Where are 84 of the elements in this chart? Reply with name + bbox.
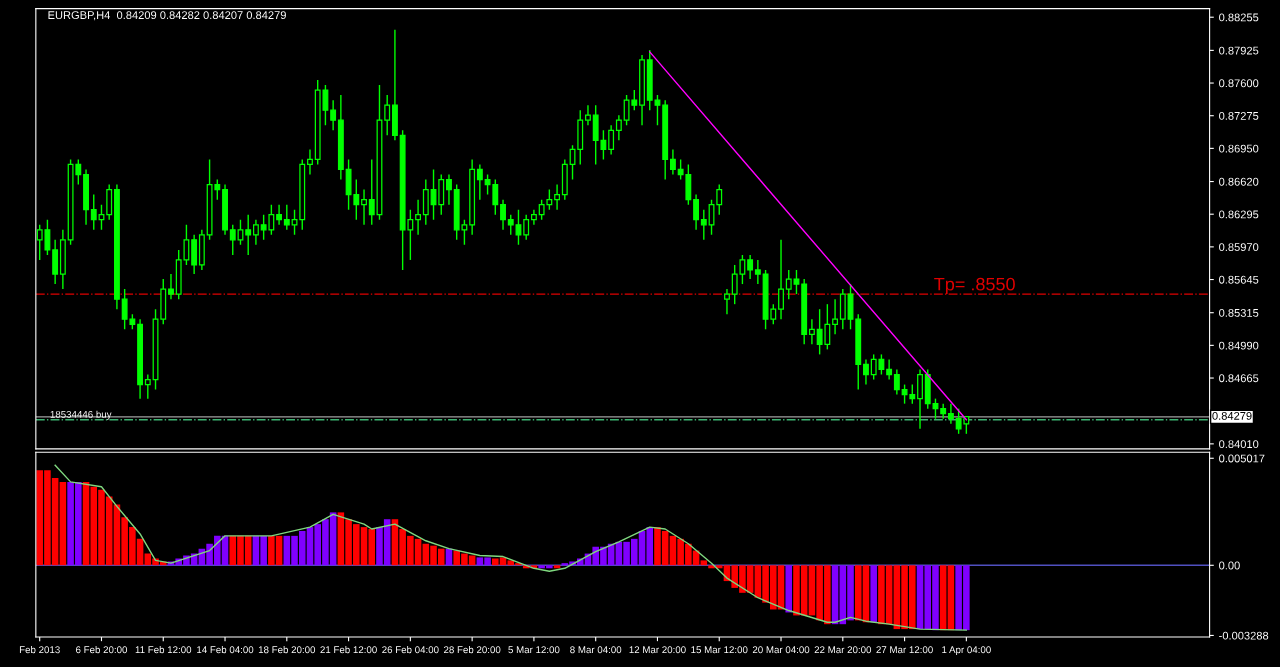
candlestick — [832, 298, 839, 336]
y-tick-label: 0.84665 — [1219, 374, 1259, 383]
y-tick-label: 0.84010 — [1219, 440, 1259, 448]
chart-title: EURGBP,H4 0.84209 0.84282 0.84207 0.84279 — [48, 11, 286, 21]
candlestick — [307, 148, 313, 176]
bar — [785, 565, 793, 613]
candlestick — [693, 193, 700, 231]
ref-line-label: 18534446 buy — [50, 410, 112, 420]
y-tick-label: -0.003288 — [1219, 631, 1269, 640]
y-tick-label: 0.85315 — [1219, 308, 1259, 317]
bar — [870, 565, 877, 623]
bar — [700, 560, 708, 566]
candlestick — [893, 368, 900, 396]
x-tick-label: 27 Mar 12:00 — [876, 646, 933, 654]
x-tick-label: 28 Feb 20:00 — [443, 646, 501, 654]
candlestick — [500, 198, 506, 231]
x-tick-label: 6 Feb 20:00 — [76, 646, 128, 654]
y-tick-label: 0.87600 — [1219, 79, 1259, 88]
candlestick — [886, 358, 893, 381]
candlestick — [476, 163, 483, 201]
y-tick-label: 0.85970 — [1219, 243, 1259, 252]
x-tick-label: 1 Apr 04:00 — [942, 646, 991, 656]
x-tick-label: 8 Mar 04:00 — [570, 646, 622, 654]
candlestick — [90, 193, 97, 231]
ref-line-label: 0.84279 — [1212, 411, 1252, 420]
y-tick-label: 0.85645 — [1219, 275, 1259, 284]
candlestick — [245, 214, 252, 256]
candlestick — [585, 104, 591, 126]
candlestick — [229, 224, 236, 256]
x-tick-label: 22 Mar 20:00 — [814, 646, 872, 654]
y-tick-label: 0.005017 — [1219, 454, 1265, 463]
ref-line-label: Tp= .8550 — [934, 277, 1015, 295]
candlestick — [252, 219, 259, 246]
candlestick — [724, 288, 730, 315]
candlestick — [361, 188, 367, 226]
x-tick-label: Feb 2013 — [19, 646, 60, 654]
x-tick-label: 12 Mar 20:00 — [629, 646, 686, 654]
x-tick-label: 11 Feb 12:00 — [135, 646, 192, 654]
x-tick-label: 15 Mar 12:00 — [691, 646, 748, 654]
candlestick — [615, 114, 622, 142]
candlestick — [716, 183, 723, 216]
candlestick — [808, 318, 815, 346]
candlestick — [507, 214, 514, 236]
bar — [59, 481, 67, 566]
x-tick-label: 26 Feb 04:00 — [382, 646, 439, 654]
candlestick — [283, 203, 290, 231]
y-tick-label: 0.88255 — [1219, 13, 1259, 22]
candlestick — [168, 273, 174, 300]
candlestick — [654, 94, 661, 126]
candlestick — [669, 148, 676, 176]
y-tick-label: 0.84990 — [1219, 341, 1259, 350]
bar — [939, 565, 947, 631]
y-tick-label: 0.00 — [1219, 561, 1240, 570]
bar — [947, 565, 955, 631]
candlestick — [754, 259, 761, 285]
y-tick-label: 0.86295 — [1219, 210, 1259, 219]
y-tick-label: 0.87275 — [1219, 111, 1259, 120]
candlestick — [415, 198, 422, 236]
candlestick — [523, 214, 530, 241]
candlestick — [368, 158, 375, 226]
x-tick-label: 5 Mar 12:00 — [508, 646, 560, 654]
x-tick-label: 18 Feb 20:00 — [258, 646, 316, 654]
candlestick — [863, 358, 869, 386]
candlestick — [330, 99, 337, 131]
x-tick-label: 14 Feb 04:00 — [197, 646, 254, 654]
candlestick — [947, 402, 954, 425]
bar — [553, 565, 561, 569]
y-tick-label: 0.86620 — [1219, 177, 1259, 186]
x-tick-label: 21 Feb 12:00 — [320, 646, 377, 654]
candlestick — [276, 203, 283, 226]
line-series — [54, 464, 968, 631]
y-tick-label: 0.86950 — [1219, 144, 1259, 153]
candlestick — [554, 183, 561, 211]
candlestick — [785, 269, 792, 300]
candlestick — [778, 239, 784, 320]
candlestick — [700, 208, 707, 241]
candlestick — [747, 254, 754, 280]
y-tick-label: 0.87925 — [1219, 46, 1259, 55]
candlestick — [384, 94, 391, 137]
candlestick — [793, 269, 800, 295]
candlestick — [144, 373, 151, 400]
candlestick — [446, 173, 452, 206]
x-tick-label: 20 Mar 04:00 — [752, 646, 810, 654]
candlestick — [608, 124, 615, 156]
